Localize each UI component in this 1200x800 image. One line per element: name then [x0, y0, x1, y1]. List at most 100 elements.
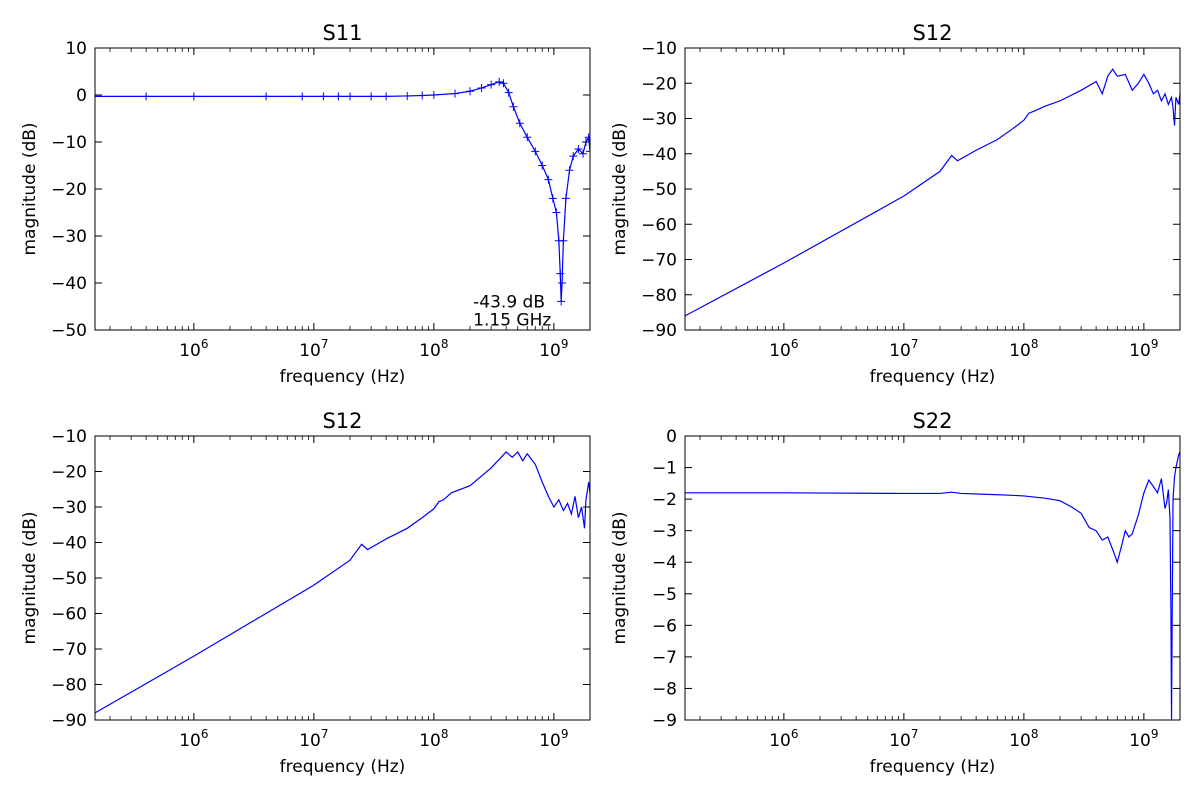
chart-panel-1: 10 0 −10 −20 −30 −40 −50 106 107 108 109 S11 frequen…: [20, 21, 591, 387]
x-tick-label: 109: [539, 727, 568, 751]
y-tick-label: −8: [652, 679, 677, 699]
y-tick-label: −40: [51, 534, 87, 554]
chart-panel-3: −10 −20 −30 −40 −50 −60 −70 −80 −90 106 107 108 109 S…: [20, 409, 591, 777]
x-tick-label: 106: [179, 727, 208, 751]
y-tick-label: −80: [641, 286, 677, 306]
x-tick-label: 106: [769, 727, 798, 751]
x-tick-label: 108: [1009, 727, 1038, 751]
data-point-marker: [495, 77, 504, 86]
data-point-marker: [561, 194, 570, 203]
data-point-marker: [499, 79, 508, 88]
x-tick-label: 108: [1009, 337, 1038, 361]
y-tick-label: −40: [51, 274, 87, 294]
y-tick-label: 10: [65, 39, 87, 59]
chart-title: S22: [912, 409, 952, 433]
y-tick-label: −2: [652, 490, 677, 510]
y-tick-label: −60: [641, 215, 677, 235]
x-tick-label: 106: [769, 337, 798, 361]
y-tick-label: −1: [652, 459, 677, 479]
x-tick-label: 107: [889, 727, 918, 751]
data-point-marker: [477, 83, 486, 92]
data-point-marker: [319, 92, 328, 101]
data-point-marker: [298, 92, 307, 101]
series-line: [95, 81, 590, 302]
y-tick-label: −20: [51, 180, 87, 200]
chart-title: S11: [322, 21, 362, 45]
y-tick-label: −9: [652, 711, 677, 731]
x-tick-label: 107: [299, 337, 328, 361]
data-point-marker: [531, 147, 540, 156]
annotation-label: -43.9 dB: [473, 292, 545, 312]
data-point-marker: [584, 133, 590, 142]
data-point-marker: [95, 92, 99, 101]
y-tick-label: −70: [641, 251, 677, 271]
y-tick-label: 0: [76, 86, 87, 106]
axes-frame: [94, 47, 591, 331]
data-point-marker: [465, 87, 474, 96]
y-tick-label: −50: [51, 321, 87, 341]
x-axis-label: frequency (Hz): [280, 367, 406, 387]
x-tick-label: 109: [539, 337, 568, 361]
data-point-marker: [487, 80, 496, 89]
y-tick-label: −70: [51, 640, 87, 660]
data-point-marker: [569, 152, 578, 161]
data-point-marker: [334, 92, 343, 101]
data-point-marker: [538, 161, 547, 170]
data-point-marker: [523, 133, 532, 142]
data-point-marker: [579, 149, 588, 158]
axes-frame: [684, 435, 1181, 721]
y-tick-label: −30: [51, 227, 87, 247]
chart-title: S12: [322, 409, 362, 433]
data-point-marker: [418, 91, 427, 100]
x-tick-label: 109: [1129, 727, 1158, 751]
y-tick-label: −50: [641, 180, 677, 200]
data-point-marker: [367, 92, 376, 101]
x-tick-label: 106: [179, 337, 208, 361]
y-tick-label: −30: [641, 110, 677, 130]
x-tick-label: 108: [419, 727, 448, 751]
chart-panel-2: −10 −20 −30 −40 −50 −60 −70 −80 −90 106 107 108 109 S…: [610, 21, 1181, 387]
y-tick-label: −5: [652, 585, 677, 605]
data-point-marker: [509, 102, 518, 111]
y-tick-label: −10: [51, 133, 87, 153]
y-tick-label: −90: [51, 711, 87, 731]
y-tick-label: −30: [51, 498, 87, 518]
data-point-marker: [504, 88, 513, 97]
y-tick-label: −4: [652, 553, 677, 573]
y-axis-label: magnitude (dB): [20, 511, 40, 644]
data-point-marker: [262, 92, 271, 101]
y-tick-label: −7: [652, 648, 677, 668]
data-point-marker: [142, 92, 151, 101]
axes-frame: [684, 47, 1181, 331]
x-tick-label: 107: [889, 337, 918, 361]
x-axis-label: frequency (Hz): [280, 757, 406, 777]
y-tick-label: −20: [641, 74, 677, 94]
data-point-marker: [345, 92, 354, 101]
chart-title: S12: [912, 21, 952, 45]
series-line: [95, 451, 590, 714]
data-point-marker: [451, 89, 460, 98]
data-point-marker: [586, 147, 590, 156]
data-point-marker: [544, 175, 553, 184]
y-axis-label: magnitude (dB): [610, 511, 630, 644]
x-tick-label: 109: [1129, 337, 1158, 361]
y-tick-label: −80: [51, 676, 87, 696]
y-tick-label: 0: [666, 427, 677, 447]
y-axis-label: magnitude (dB): [20, 122, 40, 255]
y-tick-label: −10: [51, 427, 87, 447]
data-point-marker: [559, 236, 568, 245]
series-line: [685, 451, 1180, 720]
data-point-marker: [574, 145, 583, 154]
axes-frame: [94, 435, 591, 721]
data-point-marker: [565, 166, 574, 175]
series-line: [685, 68, 1180, 317]
y-axis-label: magnitude (dB): [610, 122, 630, 255]
y-tick-label: −50: [51, 569, 87, 589]
y-tick-label: −60: [51, 605, 87, 625]
y-tick-label: −20: [51, 463, 87, 483]
data-point-marker: [403, 91, 412, 100]
y-tick-label: −10: [641, 39, 677, 59]
data-point-marker: [189, 92, 198, 101]
data-point-marker: [382, 92, 391, 101]
